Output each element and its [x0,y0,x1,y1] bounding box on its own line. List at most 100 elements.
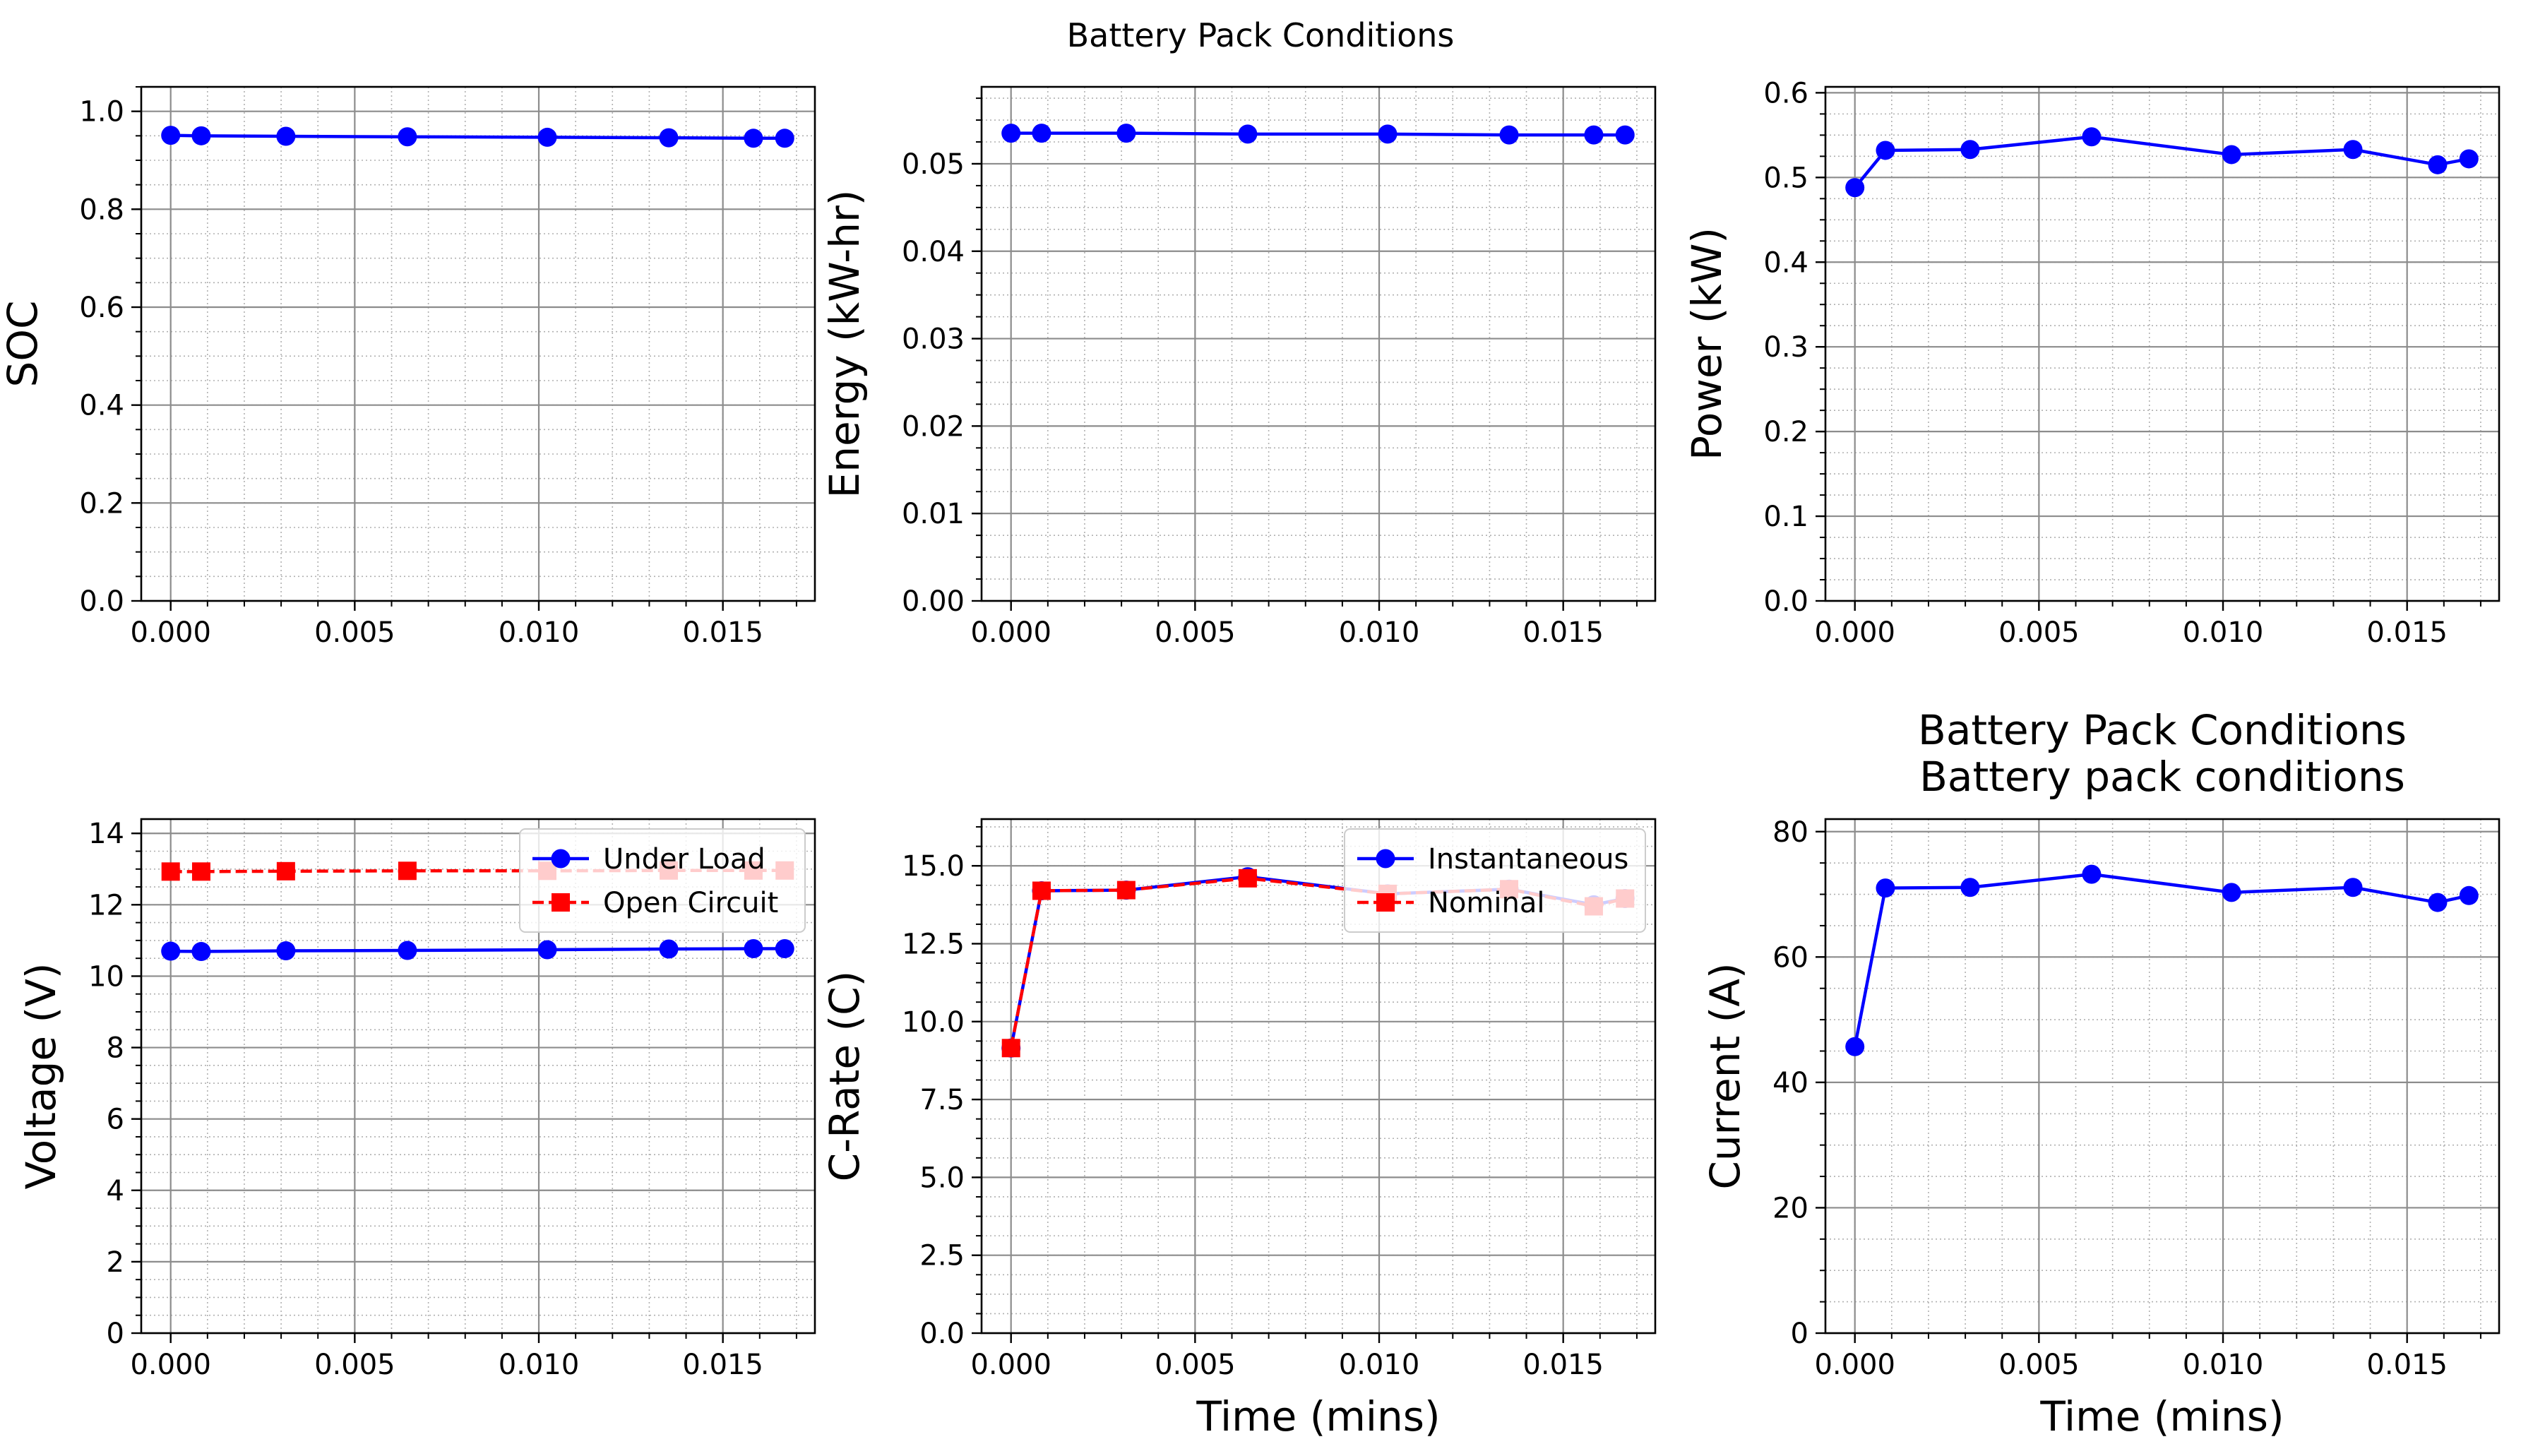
chart-energy-series-1-point [1238,124,1258,144]
chart-power-y-tick-label: 0.6 [1763,77,1808,109]
chart-soc-x-tick-label: 0.010 [499,616,580,649]
chart-power-y-tick-label: 0.5 [1763,162,1808,194]
chart-energy-series-1-point [1584,125,1604,145]
chart-soc-y-tick-label: 0.2 [79,487,124,520]
chart-voltage-legend-label-1: Under Load [603,843,765,876]
chart-crate-x-tick-label: 0.005 [1155,1349,1236,1381]
chart-voltage-y-tick-label: 14 [88,818,124,850]
chart-power-y-tick-label: 0.3 [1763,331,1808,364]
chart-crate-series-2-point [1032,881,1051,900]
chart-power-series-1-point [2428,155,2448,174]
chart-energy-y-tick-label: 0.04 [902,236,965,268]
chart-energy-series-1-point [1032,124,1051,143]
chart-energy-x-tick-label: 0.015 [1522,616,1604,649]
chart-crate-legend-label-2: Nominal [1428,887,1544,919]
subplots-group: 0.000 0.005 0.010 0.0150.00.20.40.60.81.0SO… [0,77,2501,1440]
chart-soc-y-tick-label: 1.0 [79,96,124,129]
chart-current: 0.000 0.005 0.010 0.015 0 20 40 60 80 Current (A)… [1701,706,2501,1440]
chart-soc: 0.000 0.005 0.010 0.015 0.0 0.2 0.4 0.6 0.8 1.0 SO… [0,85,816,649]
chart-soc-series-1-point [276,126,296,146]
chart-crate-y-tick-label: 12.5 [902,928,965,960]
chart-power-y-tick-label: 0.2 [1763,416,1808,448]
chart-soc-y-tick-label: 0.4 [79,390,124,422]
chart-current-series-1-point [1876,878,1895,898]
chart-energy-y-tick-label: 0.02 [902,410,965,443]
chart-current-title-line-2: Battery pack conditions [1919,753,2405,801]
chart-power-x-tick-label: 0.005 [1998,616,2080,649]
chart-voltage-y-tick-label: 10 [88,960,124,993]
chart-soc-series-1-point [398,127,417,147]
chart-energy-x-tick-label: 0.000 [970,616,1051,649]
chart-crate-x-tick-label: 0.000 [970,1349,1051,1381]
chart-voltage-series-2-point [161,862,180,881]
chart-current-series-1-point [2343,878,2363,897]
figure-suptitle: Battery Pack Conditions [1067,16,1455,54]
chart-voltage-series-1-point [276,941,296,961]
chart-voltage-y-tick-label: 0 [107,1318,124,1350]
chart-crate-series-2-point [1001,1039,1020,1058]
chart-power-y-tick-label: 0.4 [1763,246,1808,279]
chart-voltage-x-tick-label: 0.000 [130,1349,211,1381]
chart-voltage-series-1-point [161,941,181,961]
chart-energy: 0.000 0.005 0.010 0.015 0.00 0.01 0.02 0.03 0.04… [821,85,1657,649]
chart-energy-series-1-point [1499,125,1519,145]
chart-voltage: 0.000 0.005 0.010 0.015 0 2 4 6 8 10 12 14 Voltage (… [17,818,816,1381]
chart-current-series-1-point [1960,878,1980,897]
chart-voltage-legend-marker-1 [551,849,571,869]
chart-crate-axes-frame [980,818,1657,1335]
chart-energy-series-1-point [1378,124,1397,144]
chart-voltage-x-tick-label: 0.010 [499,1349,580,1381]
chart-current-y-axis-label: Current (A) [1701,962,1749,1189]
chart-energy-axes-frame [980,85,1657,602]
chart-voltage-series-line-1 [170,947,785,953]
chart-voltage-series-2-point [398,861,417,881]
chart-energy-x-tick-label: 0.005 [1155,616,1236,649]
chart-current-x-tick-label: 0.005 [1998,1349,2080,1381]
chart-voltage-legend-marker-2 [552,893,570,912]
chart-crate-legend-marker-2 [1376,893,1395,912]
chart-crate-y-axis-label: C-Rate (C) [821,971,869,1182]
chart-power-series-1-point [2459,149,2479,169]
chart-current-x-tick-label: 0.010 [2183,1349,2264,1381]
chart-crate-y-tick-label: 2.5 [919,1240,965,1272]
chart-power-series-1-point [1960,140,1980,160]
chart-power-x-tick-label: 0.000 [1814,616,1895,649]
chart-soc-y-axis-label: SOC [0,301,47,388]
chart-voltage-series-1-point [191,942,211,962]
chart-voltage-y-tick-label: 6 [107,1104,124,1136]
chart-power-series-1-point [2222,145,2241,165]
chart-soc-x-tick-label: 0.005 [314,616,395,649]
chart-voltage-series-1-point [398,941,417,960]
chart-energy-series-1-point [1116,124,1136,143]
chart-current-title-line-1: Battery Pack Conditions [1918,706,2407,754]
chart-crate-series-2-point [1116,881,1136,900]
chart-current-series-1-point [2082,864,2102,884]
chart-voltage-series-2-point [191,862,210,881]
chart-crate-x-axis-label: Time (mins) [1196,1392,1440,1440]
chart-crate-y-tick-label: 0.0 [919,1318,965,1350]
chart-crate-legend-box [1344,828,1646,933]
chart-energy-y-tick-label: 0.01 [902,498,965,530]
chart-current-series-1-point [2459,885,2479,905]
chart-power: 0.000 0.005 0.010 0.015 0.0 0.1 0.2 0.3 0.4 0.5 0.… [1683,77,2501,649]
chart-energy-y-tick-label: 0.03 [902,323,965,356]
chart-soc-series-1-point [744,129,763,148]
chart-crate-x-tick-label: 0.015 [1522,1349,1604,1381]
chart-energy-y-tick-label: 0.05 [902,148,965,181]
chart-voltage-series-1-point [659,939,679,959]
chart-current-y-tick-label: 20 [1772,1192,1808,1224]
chart-crate-x-tick-label: 0.010 [1339,1349,1420,1381]
chart-power-axes-frame [1824,85,2501,602]
chart-voltage-y-tick-label: 12 [88,889,124,921]
chart-current-series-line-1 [1853,872,2469,1047]
chart-crate-series-2-point [1238,869,1257,888]
chart-energy-series-line-1 [1011,131,1626,137]
chart-soc-series-1-point [659,128,679,148]
chart-soc-y-tick-label: 0.8 [79,193,124,226]
chart-crate-legend-label-1: Instantaneous [1428,843,1628,876]
chart-voltage-legend-label-2: Open Circuit [603,887,778,919]
chart-current-axes-frame [1824,818,2501,1335]
chart-current-series-1-point [2222,883,2241,902]
